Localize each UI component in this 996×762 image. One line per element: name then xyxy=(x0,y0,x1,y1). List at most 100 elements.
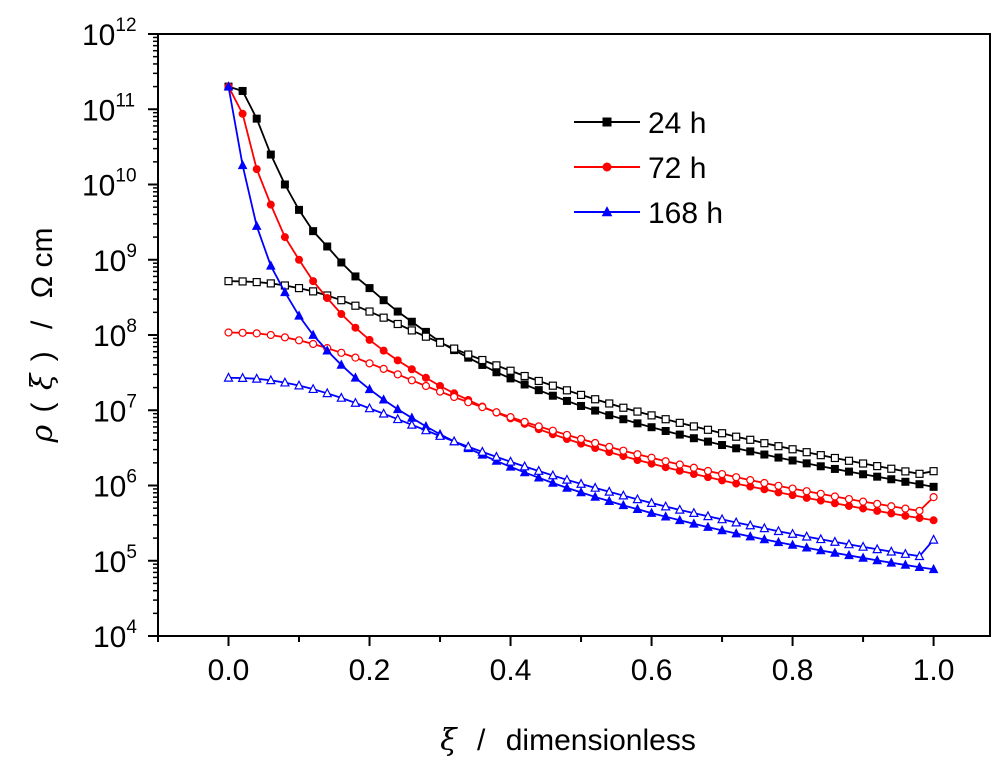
data-point xyxy=(604,495,615,505)
data-point xyxy=(887,475,896,484)
series-1-square-open xyxy=(224,277,938,478)
data-point xyxy=(746,475,755,485)
data-point xyxy=(872,555,883,565)
data-point xyxy=(421,381,431,391)
data-point xyxy=(788,484,797,493)
data-point xyxy=(802,487,811,496)
y-axis-title: ρ ( ξ ) / Ω cm xyxy=(25,228,60,444)
data-point xyxy=(844,467,853,476)
y-tick-label: 109 xyxy=(93,241,137,278)
data-point xyxy=(505,461,516,471)
data-point xyxy=(732,432,741,441)
data-point xyxy=(265,374,276,385)
data-point xyxy=(689,422,698,431)
data-point xyxy=(745,531,756,541)
data-point xyxy=(647,411,656,420)
data-point xyxy=(337,348,346,357)
data-point xyxy=(435,430,446,440)
data-point xyxy=(760,450,769,459)
legend-label: 168 h xyxy=(648,197,723,230)
y-tick-label: 108 xyxy=(93,316,137,353)
data-point xyxy=(816,489,825,498)
data-point xyxy=(859,504,868,513)
data-point xyxy=(379,346,388,355)
data-point xyxy=(378,394,389,404)
data-point xyxy=(774,442,783,451)
data-point xyxy=(859,470,868,479)
data-point xyxy=(308,329,318,339)
data-point xyxy=(661,415,670,424)
y-tick-label: 106 xyxy=(93,467,137,504)
data-point xyxy=(252,114,261,123)
data-point xyxy=(633,407,642,416)
data-point xyxy=(280,286,290,297)
data-point xyxy=(703,466,713,476)
data-point xyxy=(478,403,487,412)
data-point xyxy=(491,451,502,461)
data-point xyxy=(393,307,402,316)
data-point xyxy=(351,272,360,281)
x-tick-label: 0.4 xyxy=(490,654,532,687)
data-point xyxy=(266,330,275,340)
data-point xyxy=(830,453,839,463)
data-point xyxy=(802,459,811,468)
data-point xyxy=(900,559,911,569)
y-tick-label: 1012 xyxy=(82,15,137,52)
data-point xyxy=(718,441,727,450)
data-point xyxy=(901,467,910,476)
data-point xyxy=(223,372,234,382)
data-point xyxy=(548,477,558,487)
data-point xyxy=(562,482,572,492)
data-point xyxy=(773,536,784,547)
data-point xyxy=(605,399,614,408)
data-point xyxy=(266,279,275,288)
data-point xyxy=(561,474,572,484)
data-point xyxy=(915,480,924,489)
data-point xyxy=(590,491,600,501)
data-point xyxy=(646,497,657,507)
data-point xyxy=(266,150,275,159)
data-point xyxy=(901,504,910,513)
data-point xyxy=(280,333,290,342)
data-point xyxy=(450,344,459,353)
data-point xyxy=(802,448,811,457)
data-point xyxy=(562,396,571,405)
data-point xyxy=(519,467,530,477)
data-point xyxy=(308,383,319,394)
data-point xyxy=(872,543,883,554)
data-point xyxy=(393,356,402,365)
data-point xyxy=(661,426,670,435)
data-point xyxy=(915,513,924,522)
data-point xyxy=(914,561,925,572)
data-point xyxy=(802,493,811,502)
data-point xyxy=(844,501,853,510)
data-point xyxy=(816,462,825,471)
data-point xyxy=(576,434,586,444)
data-point xyxy=(435,387,445,396)
data-point xyxy=(351,301,360,310)
data-point xyxy=(675,430,684,439)
data-point xyxy=(689,518,699,528)
data-point xyxy=(633,450,642,459)
data-point xyxy=(223,81,234,91)
data-point xyxy=(843,538,854,549)
data-point xyxy=(492,368,501,377)
data-point xyxy=(393,370,402,379)
data-point xyxy=(336,359,347,369)
data-point xyxy=(829,536,840,546)
data-point xyxy=(703,437,712,446)
data-point xyxy=(788,445,797,454)
data-point xyxy=(464,350,473,359)
x-tick-label: 0.0 xyxy=(208,654,250,687)
data-point xyxy=(816,496,825,505)
data-point xyxy=(309,287,318,296)
data-point xyxy=(265,260,276,270)
data-point xyxy=(238,86,247,95)
data-point xyxy=(533,465,544,475)
data-point xyxy=(689,463,698,472)
data-point xyxy=(548,381,557,390)
series-5-triangle-open xyxy=(223,372,939,561)
data-point xyxy=(407,376,416,385)
data-point xyxy=(323,294,332,303)
data-point xyxy=(251,373,262,383)
